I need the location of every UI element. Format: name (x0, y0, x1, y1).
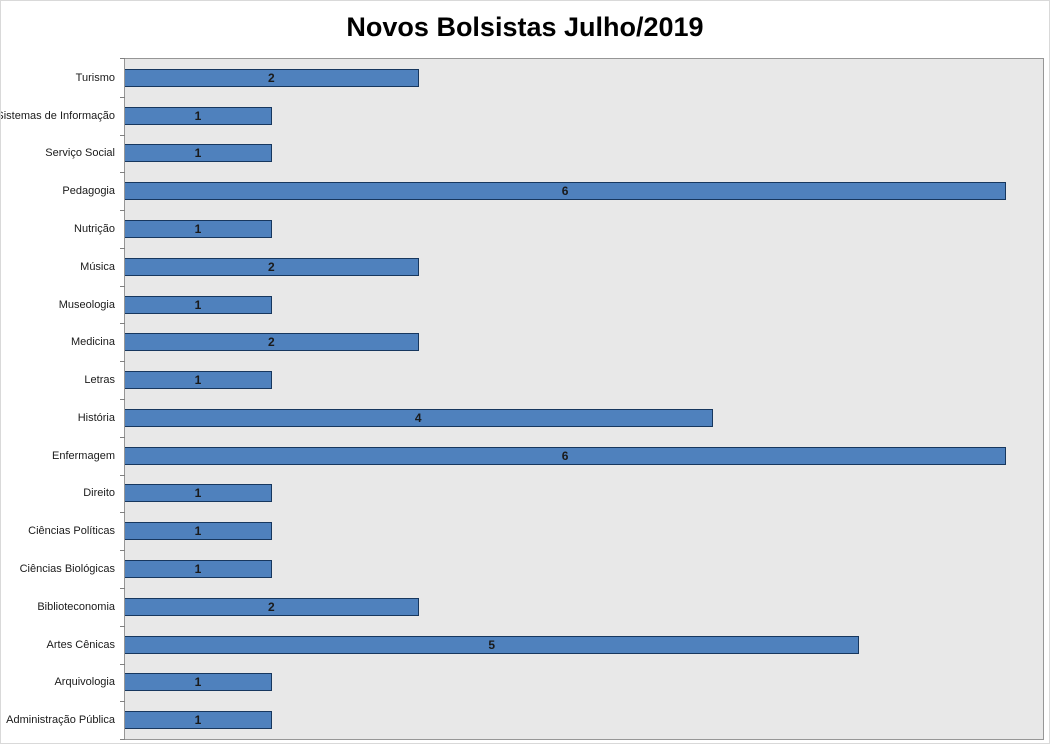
axis-tick (120, 436, 125, 438)
axis-tick (120, 739, 125, 741)
axis-tick (120, 399, 125, 401)
axis-tick (120, 701, 125, 703)
bar: 4 (125, 408, 713, 427)
axis-tick (120, 474, 125, 476)
bar: 1 (125, 144, 272, 163)
axis-tick (120, 587, 125, 589)
axis-tick (120, 663, 125, 665)
axis-tick (120, 323, 125, 325)
axis-tick (120, 285, 125, 287)
category-label: Letras (84, 374, 115, 387)
axis-tick (120, 247, 125, 249)
chart-row: Letras 1 (84, 361, 1043, 401)
category-label: Administração Pública (6, 714, 115, 727)
bar: 1 (125, 711, 272, 730)
category-label: Enfermagem (52, 449, 115, 462)
bar: 1 (125, 522, 272, 541)
axis-tick (120, 58, 125, 59)
bar-value-label: 1 (194, 486, 202, 501)
bar: 1 (125, 484, 272, 503)
bar: 1 (125, 295, 272, 314)
chart-row: Música 2 (80, 248, 1043, 287)
bar: 1 (125, 371, 272, 390)
axis-tick (120, 96, 125, 98)
chart-row: Arquivologia 1 (54, 664, 1043, 703)
bar-value-label: 6 (561, 184, 569, 199)
bar-value-label: 1 (194, 713, 202, 728)
chart-row: Museologia 1 (59, 286, 1043, 325)
plot-rows: Turismo 2 Sistemas de Informação 1 Serviço S… (1, 58, 1043, 741)
bar: 6 (125, 446, 1007, 465)
chart-row: Artes Cênicas 5 (47, 626, 1043, 665)
bar: 1 (125, 220, 272, 239)
category-label: Música (80, 260, 115, 273)
bar: 5 (125, 635, 860, 654)
category-label: Medicina (70, 336, 115, 349)
chart-row: Direito 1 (83, 475, 1043, 514)
bar: 2 (125, 257, 419, 276)
bar-value-label: 1 (194, 675, 202, 690)
bar-value-label: 2 (268, 335, 275, 350)
bar-value-label: 1 (194, 108, 202, 123)
chart-row: Medicina 2 (71, 323, 1043, 363)
category-label: Serviço Social (45, 147, 115, 160)
category-label: Ciências Biológicas (19, 563, 115, 576)
axis-tick (120, 361, 125, 363)
bar: 6 (125, 182, 1007, 201)
chart-row: Sistemas de Informação 1 (1, 97, 1043, 136)
category-label: Biblioteconomia (37, 600, 115, 613)
bar: 1 (125, 560, 272, 579)
bar-value-label: 2 (268, 70, 275, 85)
axis-tick (120, 134, 125, 136)
bar-value-label: 5 (488, 637, 496, 652)
bar-value-label: 2 (268, 599, 275, 614)
axis-tick (120, 512, 125, 514)
bar-value-label: 1 (194, 373, 202, 388)
axis-tick (120, 172, 125, 174)
chart-title: Novos Bolsistas Julho/2019 (346, 12, 704, 42)
plot-area: Turismo 2 Sistemas de Informação 1 Serviço S… (1, 58, 1044, 741)
axis-tick (120, 210, 125, 212)
chart-row: Ciências Políticas 1 (28, 512, 1043, 552)
chart-row: Ciências Biológicas 1 (20, 550, 1043, 589)
chart-row: Nutrição 1 (74, 210, 1043, 249)
axis-tick (120, 550, 125, 552)
chart-row: Biblioteconomia 2 (37, 588, 1043, 627)
bar: 1 (125, 106, 272, 125)
category-label: Nutrição (74, 223, 115, 236)
bar-value-label: 1 (194, 222, 202, 237)
category-label: Museologia (58, 298, 115, 311)
category-label: Artes Cênicas (46, 638, 115, 651)
category-label: Direito (83, 487, 115, 500)
bar-value-label: 1 (194, 146, 202, 161)
chart-row: História 4 (78, 399, 1043, 438)
chart-row: Serviço Social 1 (45, 135, 1043, 174)
chart-row: Pedagogia 6 (62, 172, 1043, 212)
category-label: Turismo (75, 71, 115, 84)
category-label: Ciências Políticas (28, 525, 115, 538)
chart-row: Enfermagem 6 (52, 437, 1043, 476)
bar: 2 (125, 68, 419, 87)
bar-value-label: 1 (194, 297, 202, 312)
bar-value-label: 4 (414, 410, 422, 425)
category-label: Pedagogia (62, 185, 115, 198)
chart-row: Administração Pública 1 (6, 701, 1043, 741)
category-label: História (77, 411, 115, 424)
bar: 1 (125, 673, 272, 692)
bar: 2 (125, 597, 419, 616)
category-label: Sistemas de Informação (0, 109, 115, 122)
category-label: Arquivologia (54, 676, 115, 689)
bar-value-label: 2 (268, 259, 275, 274)
chart-row: Turismo 2 (76, 58, 1043, 98)
bar-value-label: 1 (194, 524, 202, 539)
bar: 2 (125, 333, 419, 352)
bar-value-label: 6 (561, 448, 569, 463)
bar-value-label: 1 (194, 562, 202, 577)
axis-tick (120, 625, 125, 627)
